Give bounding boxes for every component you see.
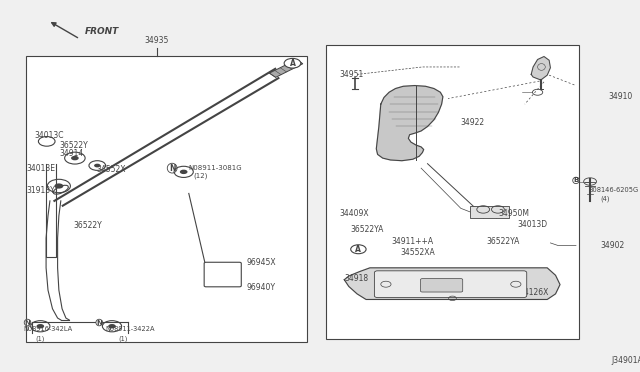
Text: N08916-342LA: N08916-342LA [24, 326, 73, 332]
Polygon shape [344, 268, 560, 299]
Text: 34409X: 34409X [339, 209, 369, 218]
Text: 34914: 34914 [60, 149, 84, 158]
Text: 96945X: 96945X [246, 258, 276, 267]
Text: J34901AB: J34901AB [611, 356, 640, 365]
Text: 34935: 34935 [145, 36, 169, 45]
Bar [326, 45, 579, 339]
Circle shape [284, 58, 301, 68]
Text: 34902: 34902 [600, 241, 625, 250]
Circle shape [71, 156, 79, 160]
Text: 34950M: 34950M [498, 209, 529, 218]
Text: FRONT: FRONT [85, 27, 120, 36]
Text: 34911++A: 34911++A [392, 237, 434, 246]
Circle shape [94, 164, 100, 167]
Text: N: N [24, 320, 31, 326]
FancyBboxPatch shape [269, 60, 303, 77]
Text: 34552X: 34552X [96, 165, 125, 174]
Polygon shape [531, 57, 550, 80]
Polygon shape [376, 86, 443, 161]
Text: 96940Y: 96940Y [246, 283, 275, 292]
Text: B: B [573, 177, 579, 183]
Circle shape [351, 245, 366, 254]
Text: (1): (1) [35, 335, 45, 342]
Text: A: A [355, 245, 362, 254]
Text: 36522Y: 36522Y [60, 141, 88, 150]
Text: N08911-3422A: N08911-3422A [106, 326, 155, 332]
Circle shape [54, 183, 63, 189]
Text: 31913Y: 31913Y [27, 186, 56, 195]
Text: 36522YA: 36522YA [486, 237, 520, 246]
Text: 36522Y: 36522Y [74, 221, 102, 230]
Text: 34918: 34918 [344, 274, 369, 283]
Bar [26, 56, 307, 342]
FancyBboxPatch shape [374, 271, 527, 298]
Text: 34126X: 34126X [520, 288, 549, 296]
Text: (4): (4) [600, 196, 610, 202]
Text: N08911-3081G: N08911-3081G [189, 165, 243, 171]
Text: 34951: 34951 [339, 70, 364, 79]
Bar [470, 206, 509, 218]
Text: 34013D: 34013D [517, 220, 547, 229]
Circle shape [36, 324, 44, 328]
Text: B08146-6205G: B08146-6205G [589, 187, 639, 193]
Text: 34013E: 34013E [27, 164, 56, 173]
Text: A: A [289, 59, 296, 68]
Text: 34013C: 34013C [34, 131, 63, 140]
Text: 34552XA: 34552XA [400, 248, 435, 257]
Text: N: N [169, 164, 175, 173]
Text: (1): (1) [118, 335, 128, 342]
Text: N: N [96, 320, 102, 326]
FancyBboxPatch shape [420, 279, 463, 292]
Circle shape [180, 170, 188, 174]
Text: 34922: 34922 [461, 118, 485, 127]
Text: 34910: 34910 [608, 92, 632, 101]
Text: (12): (12) [193, 173, 207, 179]
Circle shape [108, 324, 116, 328]
FancyBboxPatch shape [204, 262, 241, 287]
Text: 36522YA: 36522YA [351, 225, 384, 234]
